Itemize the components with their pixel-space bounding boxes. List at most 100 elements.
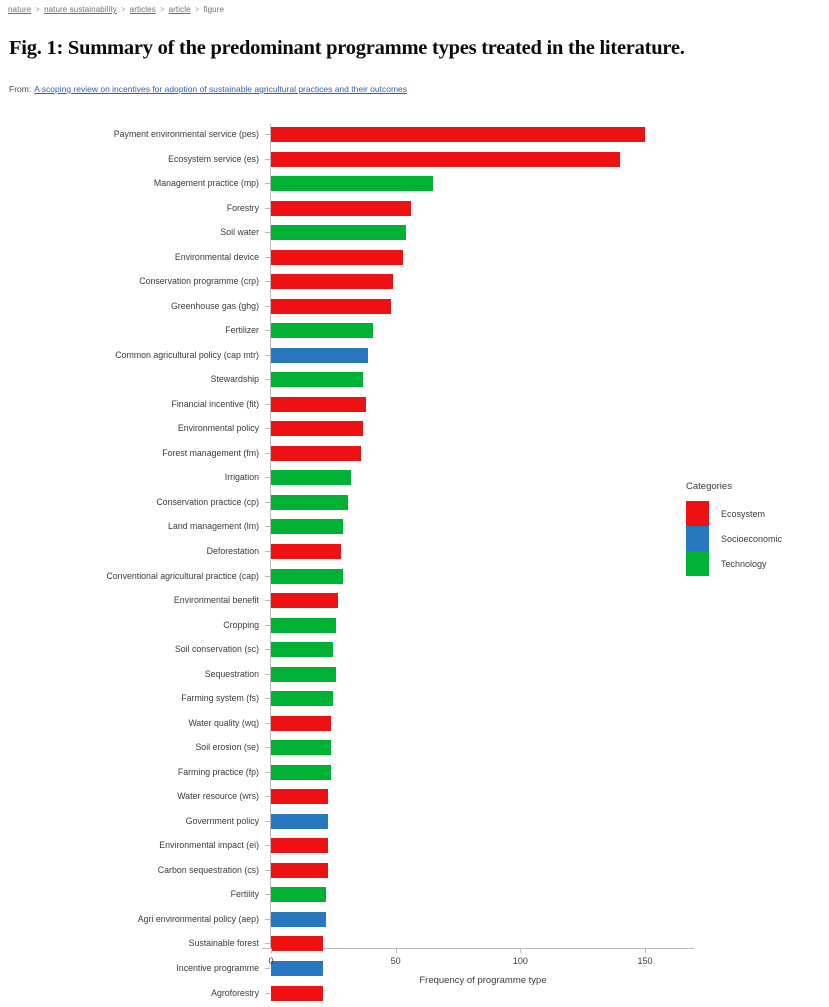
y-axis-tick-label: Ecosystem service (es)	[168, 153, 259, 164]
x-axis-title: Frequency of programme type	[419, 975, 547, 986]
bar-row: Financial incentive (fit)	[0, 394, 829, 419]
legend-item-label: Ecosystem	[721, 508, 766, 519]
y-axis-tick-label: Agroforestry	[211, 987, 259, 998]
legend-item[interactable]: Technology	[686, 551, 826, 576]
legend-swatch-icon	[686, 551, 709, 576]
bar	[271, 225, 406, 241]
y-axis-tick-label: Payment environmental service (pes)	[113, 129, 259, 139]
bar	[271, 176, 434, 192]
breadcrumb-item-nature[interactable]: nature	[8, 5, 32, 14]
bar-row: Fertilizer	[0, 320, 829, 345]
bar	[271, 813, 329, 829]
y-axis-tick	[265, 134, 270, 135]
y-axis-tick	[265, 845, 270, 847]
figure-source-link[interactable]: A scoping review on incentives for adopt…	[34, 84, 407, 94]
bar	[271, 127, 645, 142]
y-axis-tick-label: Stewardship	[210, 374, 259, 385]
y-axis-tick-label: Carbon sequestration (cs)	[157, 864, 259, 875]
bar	[271, 421, 364, 437]
breadcrumb-item-nature-sustainability[interactable]: nature sustainability	[44, 5, 117, 14]
y-axis-tick	[265, 918, 270, 920]
bar-row: Water resource (wrs)	[0, 786, 829, 811]
bar	[271, 494, 349, 510]
x-axis-tick-label: 50	[390, 956, 401, 966]
bar	[271, 961, 324, 977]
y-axis-tick-label: Fertilizer	[225, 325, 259, 336]
y-axis-tick	[265, 943, 270, 945]
legend-title: Categories	[686, 481, 732, 492]
legend-swatch-icon	[686, 501, 709, 526]
y-axis-tick	[265, 624, 270, 626]
y-axis-tick	[265, 158, 270, 160]
bar-row: Environmental policy	[0, 418, 829, 443]
chart-legend: Categories Ecosystem Socioeconomic Technol…	[686, 480, 826, 576]
bar-row: Fertility	[0, 884, 829, 909]
bar-row: Carbon sequestration (cs)	[0, 860, 829, 885]
y-axis-tick	[265, 330, 270, 332]
breadcrumb-item-article[interactable]: article	[168, 5, 191, 14]
y-axis-tick	[265, 256, 270, 258]
bar	[271, 298, 391, 314]
y-axis-tick-label: Environmental benefit	[173, 595, 259, 606]
bar	[271, 519, 344, 535]
x-axis-tick-label: 150	[637, 956, 653, 966]
bar	[271, 789, 329, 805]
y-axis-tick-label: Fertility	[230, 889, 259, 900]
y-axis-tick-label: Common agricultural policy (cap mtr)	[115, 349, 259, 360]
bar-row: Conventional agricultural practice (cap)	[0, 566, 829, 591]
bar-row: Payment environmental service (pes)	[0, 124, 829, 149]
bar-row: Soil water	[0, 222, 829, 247]
bar	[271, 151, 621, 167]
legend-item[interactable]: Socioeconomic	[686, 526, 826, 551]
bar	[271, 470, 351, 486]
bar	[271, 249, 404, 265]
bar-row: Ecosystem service (es)	[0, 149, 829, 174]
bar	[271, 691, 334, 707]
y-axis-tick	[265, 894, 270, 896]
y-axis-tick-label: Environmental device	[174, 251, 259, 262]
breadcrumb-separator: >	[159, 5, 165, 14]
y-axis-tick-label: Agri environmental policy (aep)	[137, 913, 259, 924]
y-axis-line	[270, 124, 271, 948]
bar	[271, 642, 334, 658]
y-axis-tick	[265, 403, 270, 405]
y-axis-tick-label: Farming practice (fp)	[177, 766, 259, 777]
figure-source-prefix: From:	[9, 84, 32, 94]
y-axis-tick	[265, 305, 270, 307]
y-axis-tick	[265, 575, 270, 577]
bar	[271, 764, 331, 780]
breadcrumb-item-articles[interactable]: articles	[129, 5, 156, 14]
x-axis-tick	[520, 948, 522, 953]
bar-row: Irrigation	[0, 467, 829, 492]
bar-row: Common agricultural policy (cap mtr)	[0, 345, 829, 370]
bar-row: Land management (lm)	[0, 516, 829, 541]
bar-row: Environmental device	[0, 247, 829, 272]
legend-item-label: Technology	[721, 558, 767, 569]
bar	[271, 200, 411, 216]
bar-row: Incentive programme	[0, 958, 829, 983]
y-axis-tick	[265, 698, 270, 700]
y-axis-tick-label: Water resource (wrs)	[177, 791, 259, 802]
x-axis-tick	[645, 948, 646, 953]
bar	[271, 445, 361, 461]
y-axis-tick	[265, 747, 270, 749]
x-axis-tick	[395, 948, 397, 953]
bar-row: Management practice (mp)	[0, 173, 829, 198]
bar	[271, 666, 336, 682]
y-axis-tick-label: Deforestation	[206, 546, 259, 556]
bar-row: Environmental benefit	[0, 590, 829, 615]
y-axis-tick-label: Conventional agricultural practice (cap)	[106, 570, 259, 581]
y-axis-tick	[265, 796, 270, 798]
bar	[271, 862, 329, 878]
bar	[271, 347, 369, 363]
bar	[271, 372, 364, 388]
bar	[271, 985, 324, 1001]
legend-item[interactable]: Ecosystem	[686, 501, 826, 526]
bar-row: Agroforestry	[0, 983, 829, 1007]
y-axis-tick-label: Forest management (fm)	[162, 447, 259, 458]
y-axis-tick	[265, 771, 270, 773]
y-axis-tick	[265, 968, 270, 970]
y-axis-tick-label: Conservation programme (crp)	[139, 276, 259, 287]
x-axis-tick	[271, 948, 272, 953]
bar-chart-plot: Payment environmental service (pes) Ecosy…	[0, 110, 829, 1001]
